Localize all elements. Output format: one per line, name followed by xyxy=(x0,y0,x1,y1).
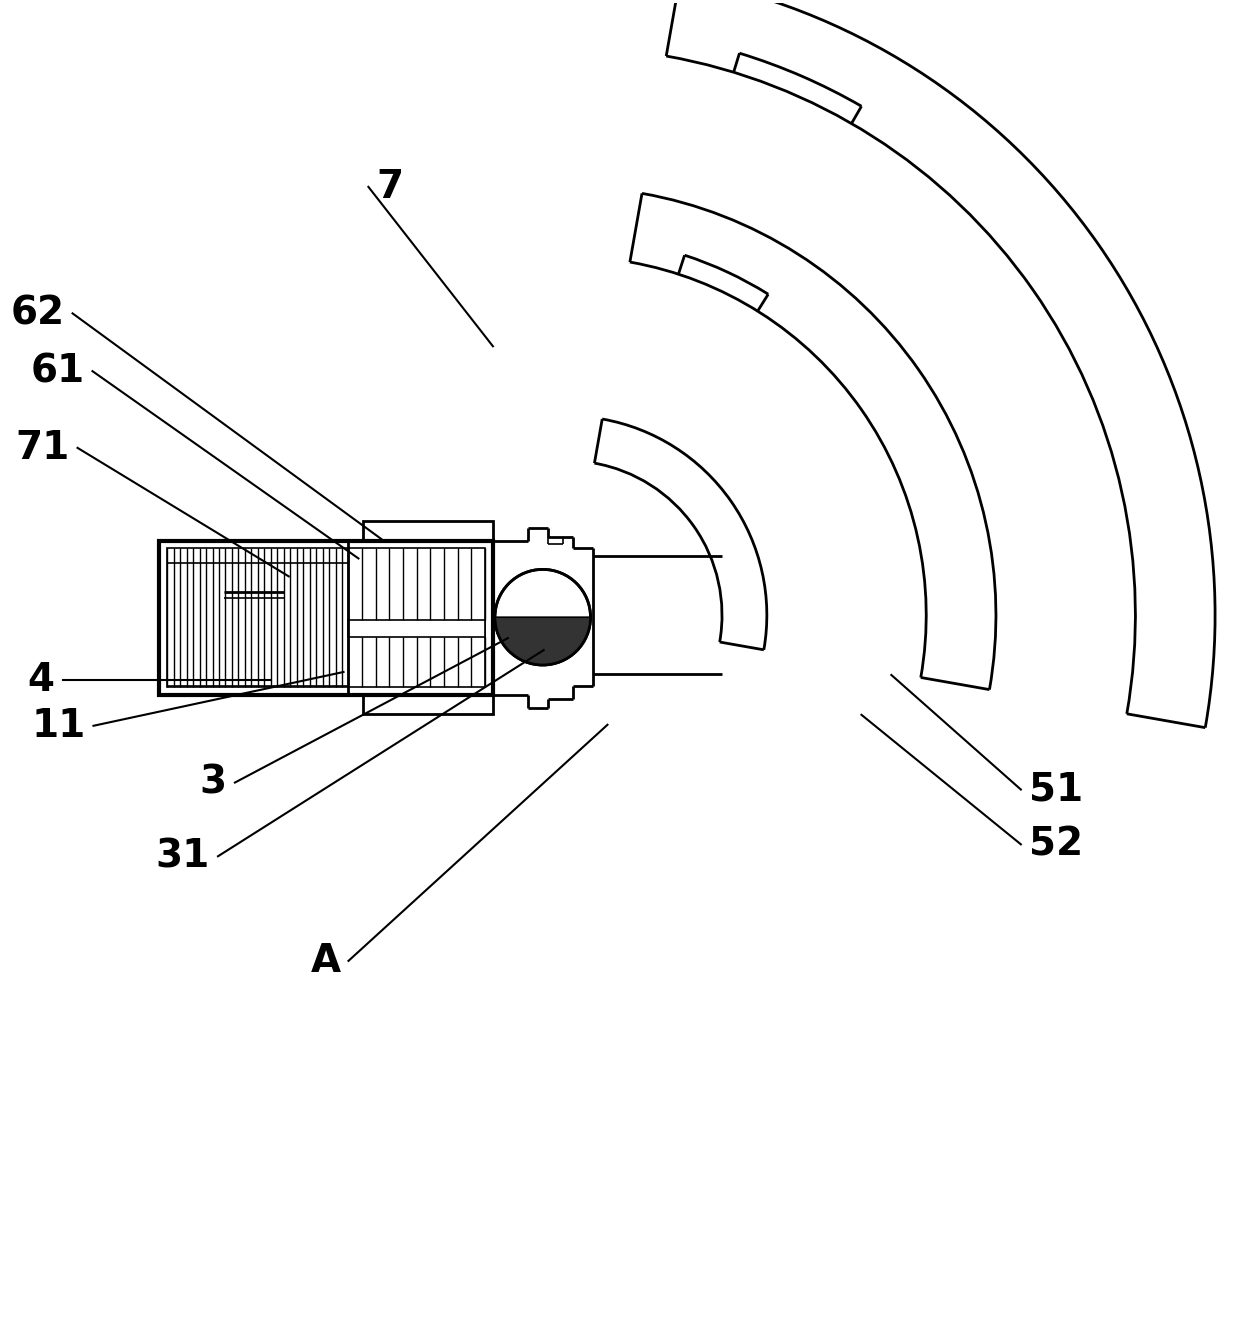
Bar xyxy=(363,520,494,541)
Bar xyxy=(159,541,494,694)
Text: 71: 71 xyxy=(15,429,69,467)
Bar xyxy=(363,694,494,714)
Text: 62: 62 xyxy=(10,294,64,332)
Text: 11: 11 xyxy=(31,706,86,745)
Text: 52: 52 xyxy=(1029,826,1083,863)
Text: 4: 4 xyxy=(27,661,55,698)
Bar xyxy=(167,549,485,686)
Text: 31: 31 xyxy=(156,838,210,875)
Text: 3: 3 xyxy=(200,764,227,801)
Text: 51: 51 xyxy=(1029,771,1083,808)
Bar xyxy=(348,621,485,637)
Text: A: A xyxy=(310,942,341,979)
Text: 61: 61 xyxy=(31,352,84,391)
Wedge shape xyxy=(495,617,590,665)
Text: 7: 7 xyxy=(377,167,403,206)
